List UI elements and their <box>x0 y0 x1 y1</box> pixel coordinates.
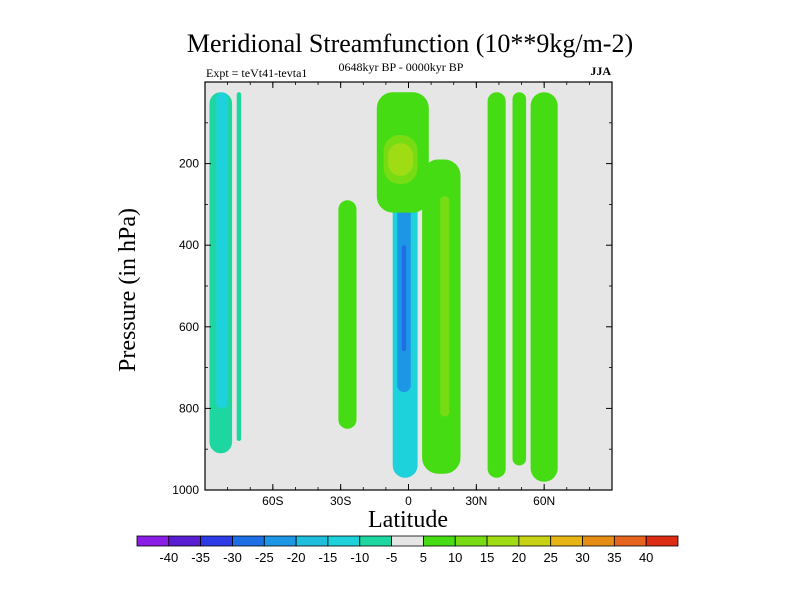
colorbar-label: 20 <box>512 550 526 565</box>
colorbar-label: 40 <box>639 550 653 565</box>
chart-title: Meridional Streamfunction (10**9kg/m-2) <box>187 29 633 58</box>
y-axis-label: Pressure (in hPa) <box>115 208 141 372</box>
x-tick-label: 30S <box>330 494 351 508</box>
colorbar-swatch <box>613 535 647 547</box>
period-label: 0648kyr BP - 0000kyr BP <box>339 60 464 74</box>
contour-region-tropical-negative-max <box>401 245 407 352</box>
colorbar-label: -15 <box>319 550 338 565</box>
colorbar-swatch <box>168 535 202 547</box>
y-tick-label: 400 <box>179 238 199 252</box>
y-axis: 200 400 600 800 1000 <box>172 122 612 497</box>
colorbar-swatch <box>263 535 297 547</box>
colorbar-swatch <box>582 535 615 547</box>
contour-region-nh-highlat-positive <box>530 92 558 482</box>
x-tick-label: 60S <box>262 494 283 508</box>
colorbar-label: 35 <box>607 550 621 565</box>
colorbar-swatch <box>327 535 361 547</box>
y-tick-label: 800 <box>179 401 199 415</box>
x-tick-label: 60N <box>533 494 555 508</box>
colorbar-label: -35 <box>191 550 210 565</box>
colorbar-swatch <box>295 535 329 547</box>
colorbar-swatch <box>232 535 265 547</box>
y-tick-label: 1000 <box>172 483 199 497</box>
colorbar-label: 25 <box>543 550 557 565</box>
colorbar-swatch <box>423 535 456 547</box>
colorbar-label: -30 <box>223 550 242 565</box>
colorbar-label: -20 <box>287 550 306 565</box>
contour-region-upper-positive-max <box>388 143 413 176</box>
contour-regions <box>209 92 558 482</box>
contour-region-sh-polar-inner <box>216 92 228 409</box>
x-axis: 60S 30S 0 30N 60N <box>227 82 590 508</box>
colorbar-label: 15 <box>480 550 494 565</box>
contour-region-sh-subtropical-positive <box>338 200 357 429</box>
x-tick-label: 30N <box>465 494 487 508</box>
colorbar-label: -40 <box>159 550 178 565</box>
colorbar-swatch <box>200 535 233 547</box>
colorbar-swatch <box>136 535 170 547</box>
y-tick-label: 600 <box>179 320 199 334</box>
colorbar-label: -5 <box>386 550 398 565</box>
colorbar-swatch <box>550 535 583 547</box>
colorbar-swatch <box>359 535 392 547</box>
colorbar-swatch <box>391 535 424 547</box>
colorbar-label: 30 <box>575 550 589 565</box>
colorbar-label: -10 <box>350 550 369 565</box>
contour-region-sh-narrow-cell <box>236 92 242 441</box>
colorbar-label: -25 <box>255 550 274 565</box>
contour-region-nh-tropical-inner <box>440 196 450 417</box>
colorbar-label: 5 <box>420 550 427 565</box>
experiment-label: Expt = teVt41-tevta1 <box>206 66 307 80</box>
y-tick-label: 200 <box>179 157 199 171</box>
contour-region-nh-midlat-positive-2 <box>512 92 527 466</box>
season-label: JJA <box>590 64 611 78</box>
colorbar-swatch <box>486 535 520 547</box>
contour-region-nh-midlat-positive <box>487 92 506 478</box>
colorbar: -40 -35 -30 -25 -20 -15 -10 -5 5 10 15 20 25 30 35 40 <box>136 535 679 565</box>
colorbar-swatch <box>645 535 679 547</box>
x-axis-label: Latitude <box>368 507 448 533</box>
x-tick-label: 0 <box>405 494 412 508</box>
colorbar-swatch <box>518 535 552 547</box>
colorbar-label: 10 <box>448 550 462 565</box>
colorbar-swatch <box>454 535 488 547</box>
